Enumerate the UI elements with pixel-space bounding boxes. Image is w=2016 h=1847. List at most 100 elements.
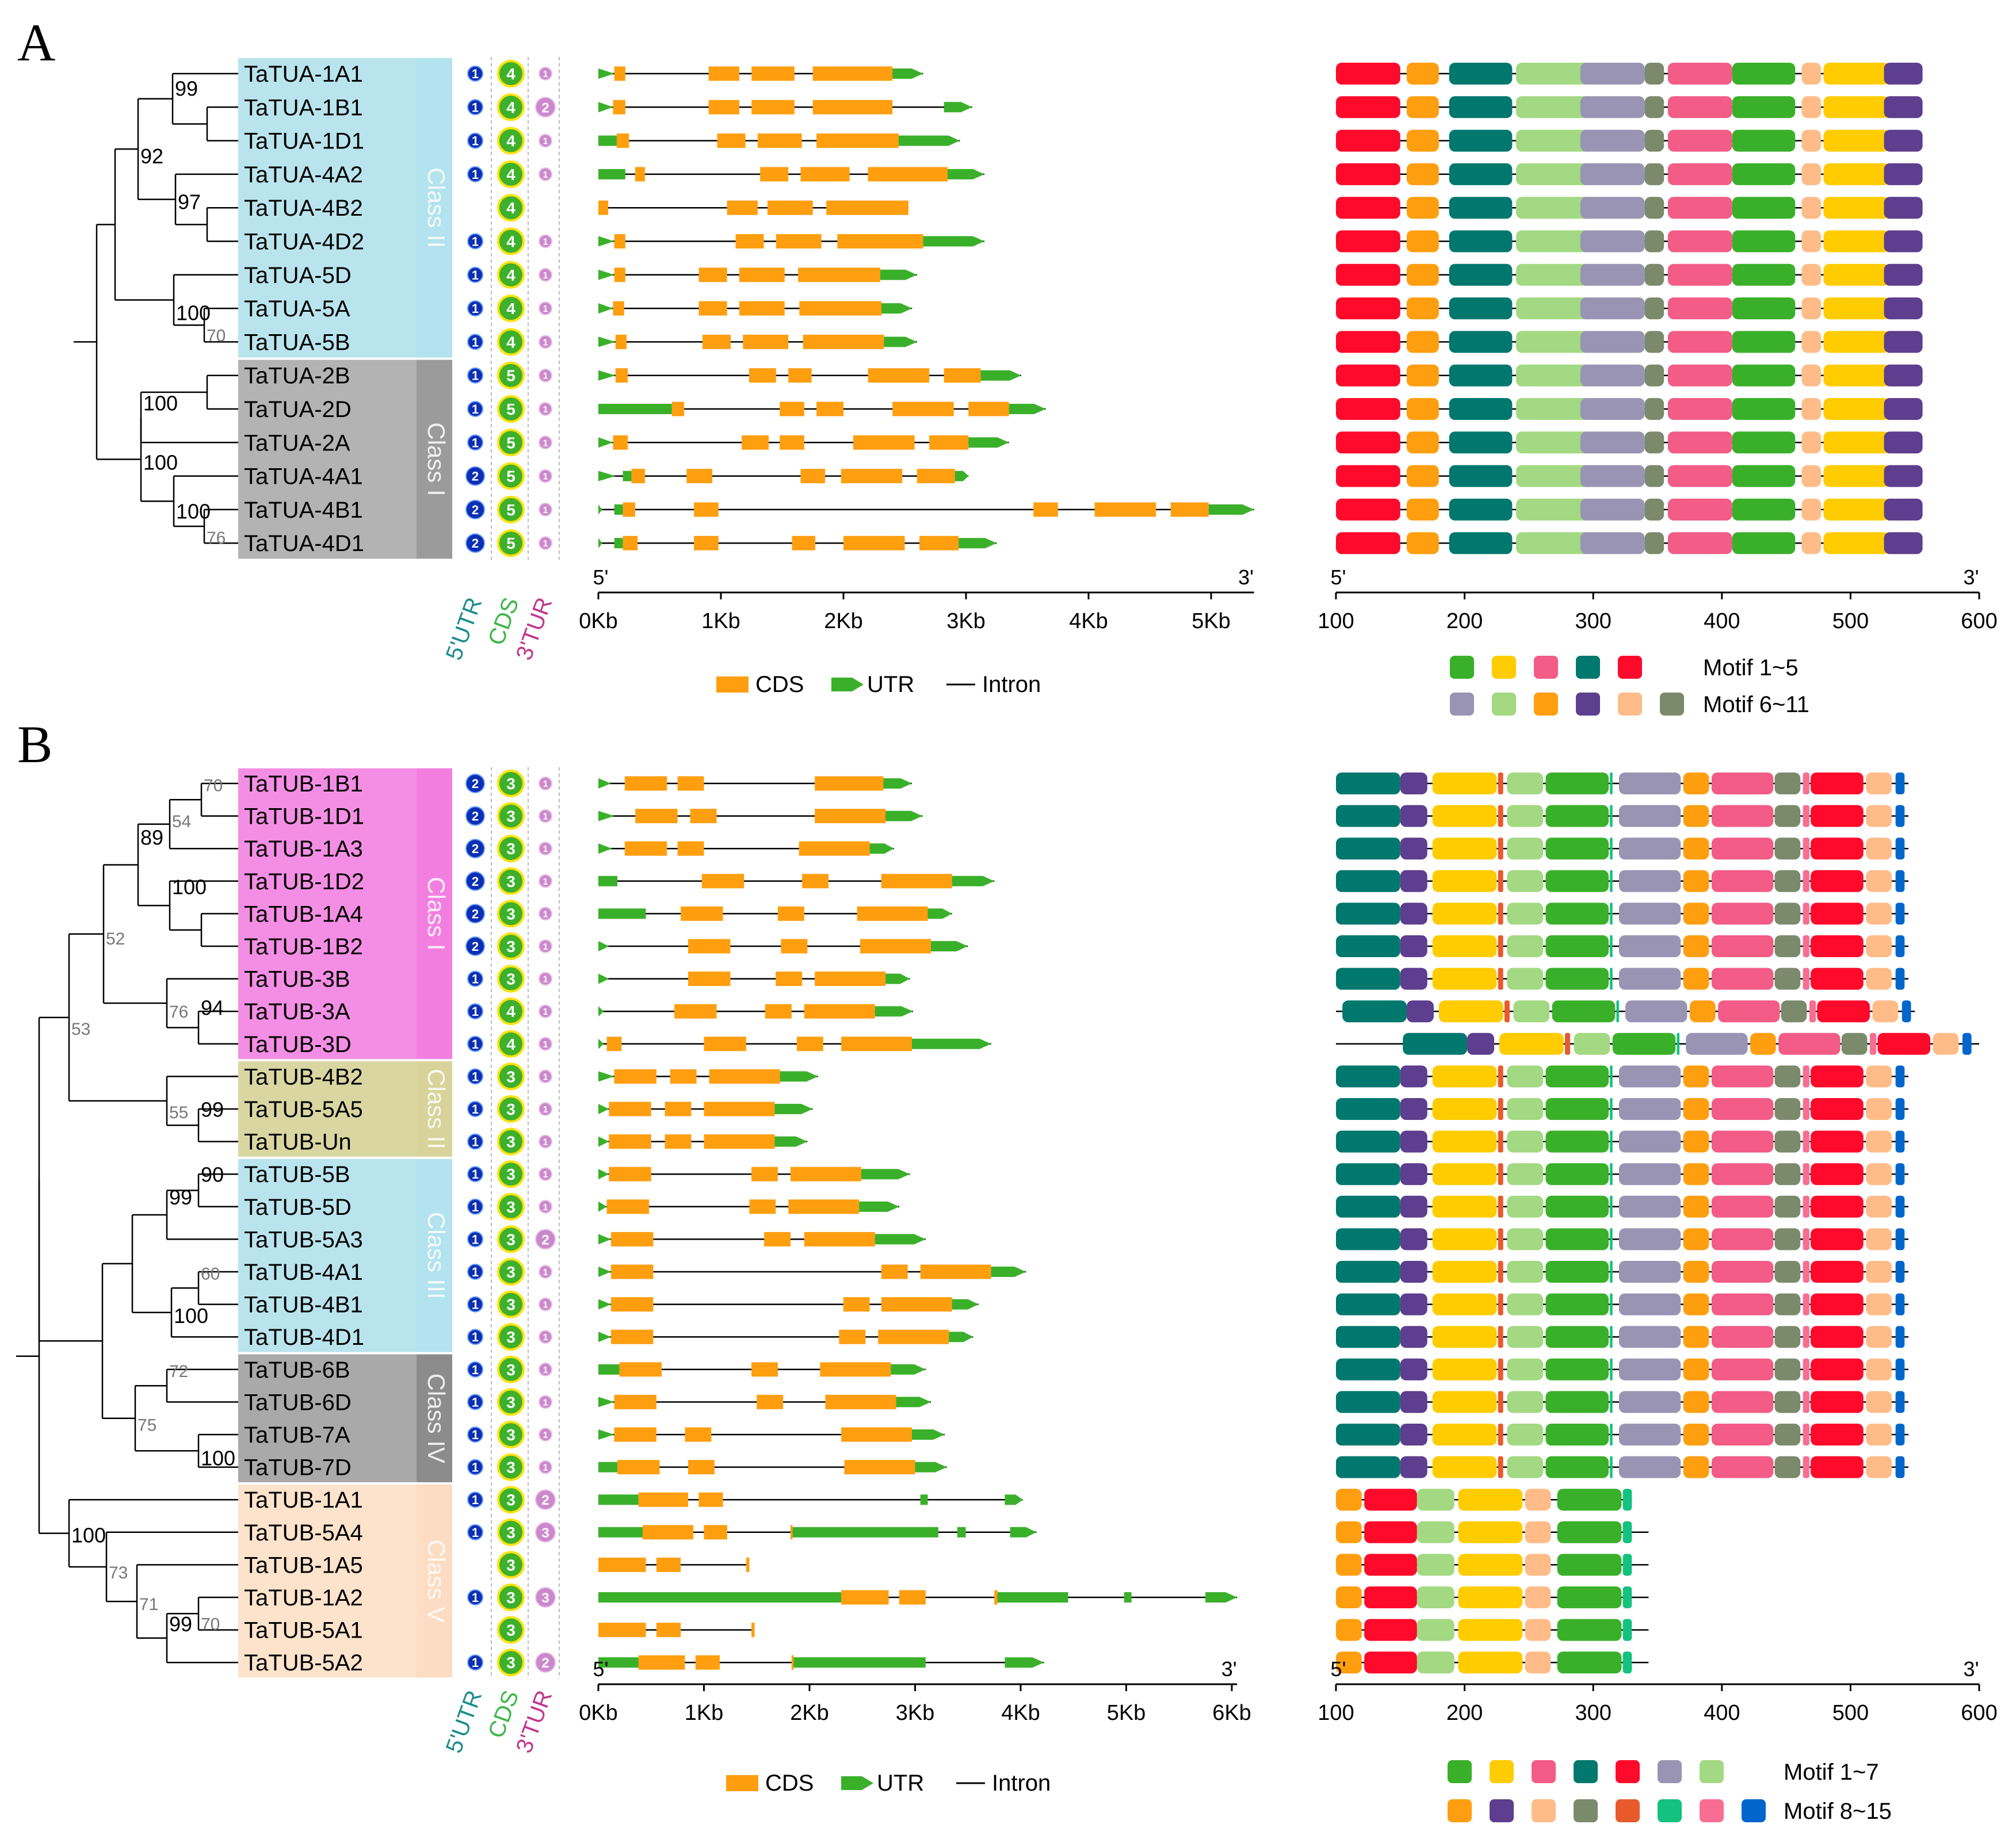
motif-2-block <box>1432 1098 1497 1120</box>
motif-10-block <box>1866 1326 1892 1348</box>
class-bar-1 <box>417 1061 452 1157</box>
cds-block <box>841 1427 912 1442</box>
motif-12-block <box>1498 870 1503 892</box>
motif-4-block <box>1449 96 1513 118</box>
motif-legend-swatch-11 <box>1660 693 1684 716</box>
motif-10-block <box>1801 163 1821 185</box>
motif-6-block <box>1618 1424 1681 1446</box>
motif-8-block <box>1406 498 1439 521</box>
motif-7-block <box>1507 1456 1543 1478</box>
motif-15-block <box>1895 1195 1905 1218</box>
utr3-count: 1 <box>543 539 548 549</box>
cds-block <box>899 1590 926 1605</box>
bootstrap-value: 94 <box>201 996 224 1020</box>
motif-8-block <box>1683 1293 1709 1316</box>
motif-2-block <box>1432 1391 1497 1413</box>
utr-block <box>997 1592 1068 1603</box>
cds-count: 4 <box>506 98 516 116</box>
motif-4-block <box>1336 805 1400 827</box>
motif-axis-label: 500 <box>1832 1701 1869 1725</box>
motif-6-block <box>1618 1163 1681 1186</box>
motif-10-block <box>1801 297 1821 320</box>
utr3-count: 1 <box>543 1170 548 1180</box>
cds-badge <box>497 1323 525 1351</box>
utr3-badge <box>539 842 552 856</box>
motif-15-block <box>1895 1098 1905 1120</box>
motif-5-block <box>1336 331 1400 353</box>
motif-legend-swatch-7 <box>1700 1760 1724 1783</box>
utr-block <box>598 303 613 314</box>
bootstrap-value: 100 <box>143 392 178 415</box>
utr-block <box>598 875 618 886</box>
cds-badge <box>497 93 525 121</box>
bootstrap-value: 100 <box>172 875 207 898</box>
utr5-count: 1 <box>472 369 479 383</box>
motif-3-block <box>1711 1293 1774 1316</box>
cds-block <box>613 435 628 450</box>
utr5-count: 2 <box>472 809 479 824</box>
motif-4-block <box>1336 903 1400 925</box>
cds-block <box>615 334 627 349</box>
motif-6-block <box>1618 903 1681 925</box>
motif-8-block <box>1336 1586 1362 1608</box>
utr3-count: 1 <box>543 1203 548 1213</box>
utr3-badge <box>539 1330 552 1344</box>
motif-7-block <box>1507 870 1543 892</box>
motif-1-block <box>1552 1000 1616 1023</box>
motif-11-block <box>1774 870 1801 892</box>
utr5-badge <box>467 1654 483 1671</box>
utr3-badge <box>539 301 552 316</box>
motif-14-block <box>1803 1293 1809 1316</box>
motif-3-block <box>1711 1358 1774 1381</box>
motif-5-block <box>1811 773 1864 794</box>
motif-9-block <box>1884 163 1923 185</box>
motif-14-block <box>1803 1358 1809 1381</box>
motif-7-block <box>1416 1619 1454 1641</box>
utr-block <box>792 1527 938 1538</box>
cds-block <box>694 536 719 550</box>
utr5-badge <box>467 300 483 317</box>
utr3-badge <box>539 435 552 450</box>
motif-3-block <box>1711 1424 1774 1446</box>
motif-2-block <box>1458 1554 1523 1576</box>
utr3-badge <box>539 1134 552 1149</box>
cds-block <box>799 301 882 316</box>
motif-8-block <box>1683 935 1709 957</box>
motif-legend-swatch-2 <box>1490 1760 1514 1783</box>
cds-block <box>704 1037 746 1051</box>
gene-axis-label: 3Kb <box>896 1701 935 1725</box>
motif-6-block <box>1618 968 1681 990</box>
motif-4-block <box>1336 1456 1400 1478</box>
motif-legend-swatch-2 <box>1492 656 1516 679</box>
gene-name: TaTUB-5A2 <box>244 1650 363 1676</box>
motif-11-block <box>1774 1456 1801 1478</box>
cds-count: 3 <box>506 1361 516 1379</box>
motif-6-block <box>1618 838 1681 860</box>
motif-4-block <box>1336 1424 1400 1446</box>
motif-4-block <box>1449 331 1513 353</box>
cds-block <box>881 874 952 889</box>
legend-utr-swatch <box>841 1776 873 1790</box>
utr5-count: 1 <box>472 301 479 316</box>
motif-legend-swatch-3 <box>1532 1760 1556 1783</box>
cds-badge <box>497 160 525 188</box>
utr3-count: 1 <box>543 909 548 919</box>
gene-name: TaTUB-1B2 <box>244 934 363 959</box>
gene-name: TaTUB-4B1 <box>244 1292 363 1318</box>
motif-7-block <box>1516 197 1594 219</box>
motif-4-block <box>1336 870 1400 892</box>
utr-block <box>598 269 614 280</box>
motif-13-block <box>1610 1456 1613 1478</box>
motif-4-block <box>1449 532 1513 555</box>
gene-name: TaTUA-4B1 <box>244 498 363 523</box>
motif-13-block <box>1610 1424 1613 1446</box>
motif-5-block <box>1336 197 1400 219</box>
cds-block <box>704 1102 775 1116</box>
gene-name: TaTUB-1A3 <box>244 836 363 862</box>
cds-block <box>670 1069 697 1084</box>
cds-count: 3 <box>506 775 516 793</box>
gene-name: TaTUB-7A <box>244 1422 350 1448</box>
motif-8-block <box>1750 1033 1776 1055</box>
motif-5-block <box>1811 805 1864 827</box>
cds-block <box>598 1623 646 1638</box>
